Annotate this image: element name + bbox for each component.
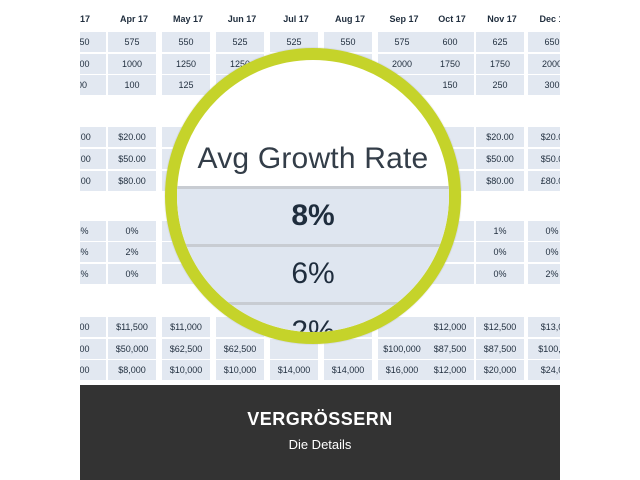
- table-cell: $20,000: [476, 360, 526, 380]
- table-cell: $80.00: [108, 171, 158, 191]
- table-cell: £80.0: [528, 171, 560, 191]
- table-cell: $11,500: [108, 317, 158, 337]
- table-cell: 0.00: [80, 171, 108, 191]
- table-cell: 100: [108, 75, 158, 95]
- month-header-cell: Jun 17: [227, 14, 257, 24]
- table-cell: 1750: [426, 54, 476, 74]
- month-header-cell: Nov 17: [487, 14, 517, 24]
- table-cell: $12,000: [426, 360, 476, 380]
- table-cell: 525: [270, 32, 320, 52]
- table-cell: $20.00: [476, 127, 526, 147]
- table-cell: 000: [80, 317, 108, 337]
- month-header-cell: Jul 17: [283, 14, 309, 24]
- table-cell: 600: [426, 32, 476, 52]
- table-cell: 2%: [108, 242, 158, 262]
- table-cell: $50.00: [108, 149, 158, 169]
- table-cell: 0%: [528, 242, 560, 262]
- footer-title: VERGRÖSSERN: [247, 409, 393, 429]
- table-cell: 000: [80, 54, 108, 74]
- magnifier-lens: Avg Growth Rate 8% 6% 2%: [165, 48, 461, 344]
- table-cell: $100,0: [528, 339, 560, 359]
- table-cell: 525: [216, 32, 266, 52]
- month-header-cell: Apr 17: [119, 14, 148, 24]
- table-cell: $100,000: [378, 339, 428, 359]
- table-cell: 550: [80, 32, 108, 52]
- table-cell: $14,000: [270, 360, 320, 380]
- table-cell: 2%: [528, 264, 560, 284]
- table-cell: 125: [162, 75, 212, 95]
- table-cell: $10,000: [162, 360, 212, 380]
- table-cell: 0%: [80, 242, 108, 262]
- table-cell: $20.00: [108, 127, 158, 147]
- table-cell: 0%: [80, 221, 108, 241]
- table-cell: 00: [80, 75, 108, 95]
- footer-subtitle: Die Details: [288, 437, 352, 452]
- table-cell: [270, 339, 320, 359]
- table-cell: $62,500: [162, 339, 212, 359]
- month-header-cell: Aug 17: [334, 14, 365, 24]
- lens-value-row: 8%: [177, 186, 449, 244]
- table-cell: 300: [528, 75, 560, 95]
- table-cell: 1750: [476, 54, 526, 74]
- table-row: 000$8,000$10,000$10,000$14,000$14,000$16…: [80, 360, 560, 380]
- table-cell: 0%: [528, 221, 560, 241]
- table-cell: $12,500: [476, 317, 526, 337]
- month-header-cell: Oct 17: [438, 14, 466, 24]
- table-cell: 2%: [80, 264, 108, 284]
- table-row: 550575550525525550575600625650: [80, 32, 560, 52]
- lens-title: Avg Growth Rate: [197, 142, 429, 175]
- month-header-cell: Dec 17: [539, 14, 560, 24]
- table-cell: $14,000: [324, 360, 374, 380]
- table-cell: [324, 339, 374, 359]
- footer-banner: VERGRÖSSERN Die Details: [80, 385, 560, 480]
- table-cell: 0%: [108, 221, 158, 241]
- table-cell: $50,000: [108, 339, 158, 359]
- table-cell: $50.00: [476, 149, 526, 169]
- month-header-cell: Sep 17: [389, 14, 419, 24]
- month-header-cell: May 17: [172, 14, 204, 24]
- table-cell: $8,000: [108, 360, 158, 380]
- table-cell: $20.0: [528, 127, 560, 147]
- table-cell: 1%: [476, 221, 526, 241]
- table-cell: 0%: [476, 264, 526, 284]
- table-cell: $87,500: [476, 339, 526, 359]
- table-row: 000$50,000$62,500$62,500$100,000$87,500$…: [80, 339, 560, 359]
- month-header-row: r 17 Apr 17 May 17 Jun 17 Jul 17 Aug 17 …: [80, 0, 560, 38]
- table-cell: $80.00: [476, 171, 526, 191]
- table-cell: $16,000: [378, 360, 428, 380]
- table-cell: 000: [80, 360, 108, 380]
- table-cell: 000: [80, 339, 108, 359]
- table-cell: 0%: [476, 242, 526, 262]
- table-cell: 550: [324, 32, 374, 52]
- table-cell: 1000: [108, 54, 158, 74]
- table-cell: 150: [426, 75, 476, 95]
- table-cell: 575: [378, 32, 428, 52]
- table-cell: $24,0: [528, 360, 560, 380]
- table-cell: 550: [162, 32, 212, 52]
- table-cell: 650: [528, 32, 560, 52]
- table-cell: $13,0: [528, 317, 560, 337]
- table-cell: 1250: [162, 54, 212, 74]
- table-cell: 0.00: [80, 149, 108, 169]
- lens-value-row: 2%: [177, 302, 449, 332]
- lens-value-row: 6%: [177, 244, 449, 302]
- table-cell: $62,500: [216, 339, 266, 359]
- table-cell: $50.0: [528, 149, 560, 169]
- table-cell: $10,000: [216, 360, 266, 380]
- promo-stage: r 17 Apr 17 May 17 Jun 17 Jul 17 Aug 17 …: [80, 0, 560, 480]
- table-cell: 0.00: [80, 127, 108, 147]
- table-cell: 0%: [108, 264, 158, 284]
- table-cell: 2000: [528, 54, 560, 74]
- table-cell: $87,500: [426, 339, 476, 359]
- table-cell: 625: [476, 32, 526, 52]
- month-header-cell: r 17: [80, 14, 90, 24]
- table-cell: 250: [476, 75, 526, 95]
- table-cell: 575: [108, 32, 158, 52]
